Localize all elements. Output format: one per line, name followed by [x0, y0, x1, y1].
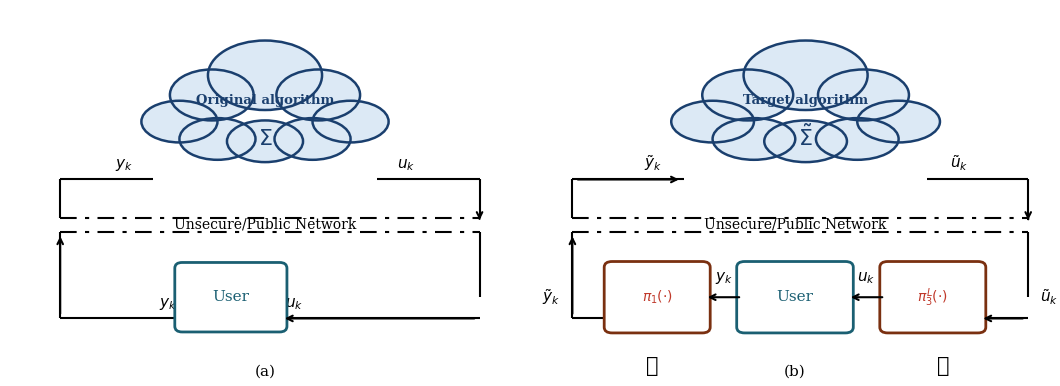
- Ellipse shape: [227, 120, 303, 162]
- Ellipse shape: [170, 69, 253, 120]
- Ellipse shape: [858, 101, 940, 142]
- Text: $\tilde{y}_k$: $\tilde{y}_k$: [542, 287, 561, 307]
- Text: $y_k$: $y_k$: [714, 270, 732, 286]
- Ellipse shape: [702, 69, 793, 120]
- Text: Unsecure/Public Network: Unsecure/Public Network: [704, 218, 886, 232]
- Text: $\tilde{u}_k$: $\tilde{u}_k$: [1040, 288, 1059, 307]
- Text: User: User: [212, 290, 249, 304]
- Text: $y_k$: $y_k$: [116, 157, 134, 173]
- Text: User: User: [777, 290, 813, 304]
- Text: 🔓: 🔓: [937, 356, 950, 376]
- FancyBboxPatch shape: [175, 262, 287, 332]
- Text: $y_k$: $y_k$: [159, 296, 176, 312]
- Ellipse shape: [208, 41, 322, 110]
- Ellipse shape: [141, 101, 217, 142]
- Text: $\tilde{y}_k$: $\tilde{y}_k$: [643, 152, 661, 173]
- Ellipse shape: [671, 101, 754, 142]
- Ellipse shape: [277, 69, 360, 120]
- Text: $u_k$: $u_k$: [858, 270, 876, 286]
- Ellipse shape: [179, 118, 255, 160]
- Text: (a): (a): [254, 364, 276, 378]
- Text: $\Sigma$: $\Sigma$: [258, 129, 272, 149]
- FancyBboxPatch shape: [604, 262, 710, 333]
- Ellipse shape: [313, 101, 389, 142]
- Text: 🔒: 🔒: [646, 356, 658, 376]
- Text: $\pi_1(\cdot)$: $\pi_1(\cdot)$: [641, 288, 673, 306]
- FancyBboxPatch shape: [880, 262, 986, 333]
- Text: Original algorithm: Original algorithm: [196, 94, 334, 107]
- Text: $\pi_3^L(\cdot)$: $\pi_3^L(\cdot)$: [917, 286, 949, 308]
- Ellipse shape: [764, 120, 847, 162]
- Ellipse shape: [275, 118, 351, 160]
- Text: Unsecure/Public Network: Unsecure/Public Network: [174, 218, 356, 232]
- Text: Target algorithm: Target algorithm: [743, 94, 868, 107]
- Text: $u_k$: $u_k$: [285, 296, 303, 312]
- Ellipse shape: [744, 41, 867, 110]
- Ellipse shape: [816, 118, 899, 160]
- Ellipse shape: [712, 118, 795, 160]
- Text: $u_k$: $u_k$: [396, 157, 414, 173]
- FancyBboxPatch shape: [737, 262, 853, 333]
- Text: (b): (b): [784, 364, 806, 378]
- Text: $\tilde{\Sigma}$: $\tilde{\Sigma}$: [798, 124, 813, 150]
- Text: $\tilde{u}_k$: $\tilde{u}_k$: [950, 153, 968, 173]
- Ellipse shape: [818, 69, 909, 120]
